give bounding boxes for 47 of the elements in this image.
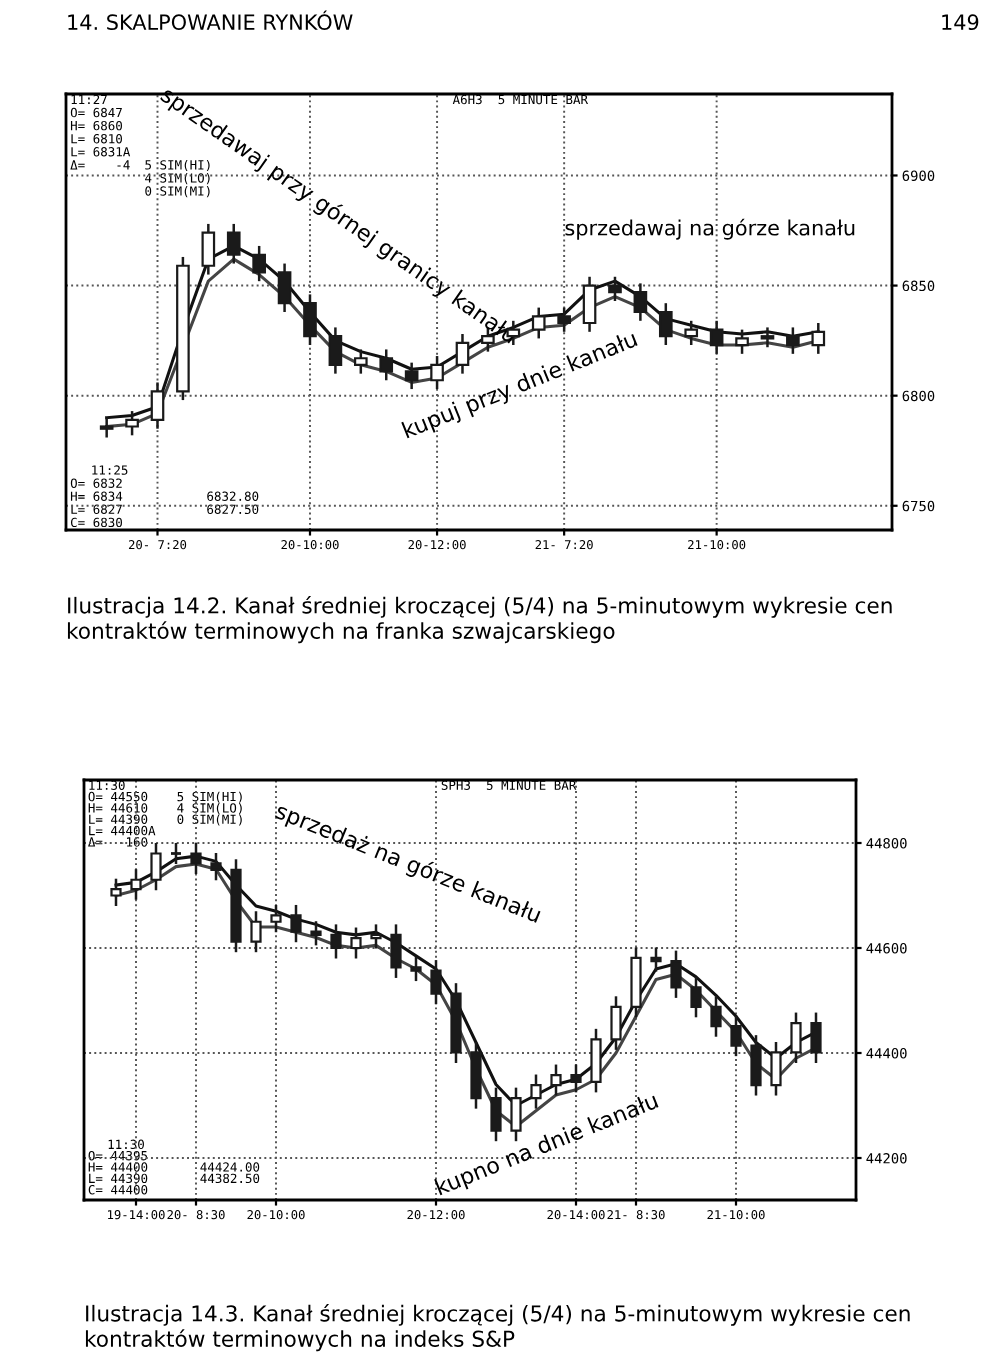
- candlestick: [379, 348, 394, 382]
- candlestick: [750, 1033, 762, 1097]
- candlestick: [610, 995, 622, 1052]
- candlestick: [650, 946, 662, 973]
- candlestick: [608, 275, 622, 303]
- candlestick: [310, 919, 322, 947]
- candlestick: [582, 275, 597, 334]
- candlestick: [710, 995, 722, 1038]
- candlestick: [633, 282, 648, 323]
- candlestick: [760, 326, 775, 349]
- candlestick: [557, 306, 571, 334]
- candlestick: [590, 1027, 602, 1094]
- candlestick: [770, 1040, 782, 1097]
- candlestick: [690, 975, 702, 1019]
- text: 149: [942, 14, 979, 31]
- candlestick: [250, 910, 262, 954]
- candlestick: [658, 301, 673, 347]
- candlestick: [328, 326, 343, 375]
- candlestick: [786, 326, 800, 356]
- annotation: kupno na dnie kanału: [434, 1091, 661, 1200]
- candlestick: [684, 319, 699, 347]
- candlestick: [430, 354, 444, 391]
- candlestick: [430, 958, 442, 1006]
- candlestick: [730, 1014, 742, 1058]
- candlestick: [130, 868, 142, 901]
- candlestick: [270, 903, 282, 934]
- candlestick: [303, 293, 317, 347]
- candlestick: [353, 348, 368, 375]
- candlestick: [670, 949, 682, 1000]
- candlestick: [550, 1063, 562, 1097]
- text: Ilustracja 14.3. Kanał średniej kroczącej (5/4) na 5-minutowym wykresie cen kontraktów terminowych na indeks S&P: [85, 1304, 910, 1352]
- candlestick: [330, 923, 342, 960]
- candlestick: [404, 361, 419, 391]
- text: 14. SKALPOWANIE RYNKÓW: [68, 10, 353, 31]
- annotation: sprzedawaj na górze kanału: [565, 218, 855, 240]
- candlestick: [390, 923, 402, 980]
- candlestick: [790, 1011, 802, 1065]
- text: Ilustracja 14.2. Kanał średniej kroczącej (5/4) na 5-minutowym wykresie cen kontraktów terminowych na franka szwajcarskiego: [67, 596, 892, 644]
- candlestick: [350, 926, 362, 960]
- candlestick: [370, 923, 382, 950]
- candlestick: [277, 262, 292, 314]
- candlestick: [570, 1063, 582, 1094]
- candlestick: [531, 306, 546, 340]
- candlestick: [410, 955, 422, 983]
- candlestick: [290, 903, 302, 944]
- candlestick: [709, 319, 724, 356]
- candlestick: [735, 328, 749, 356]
